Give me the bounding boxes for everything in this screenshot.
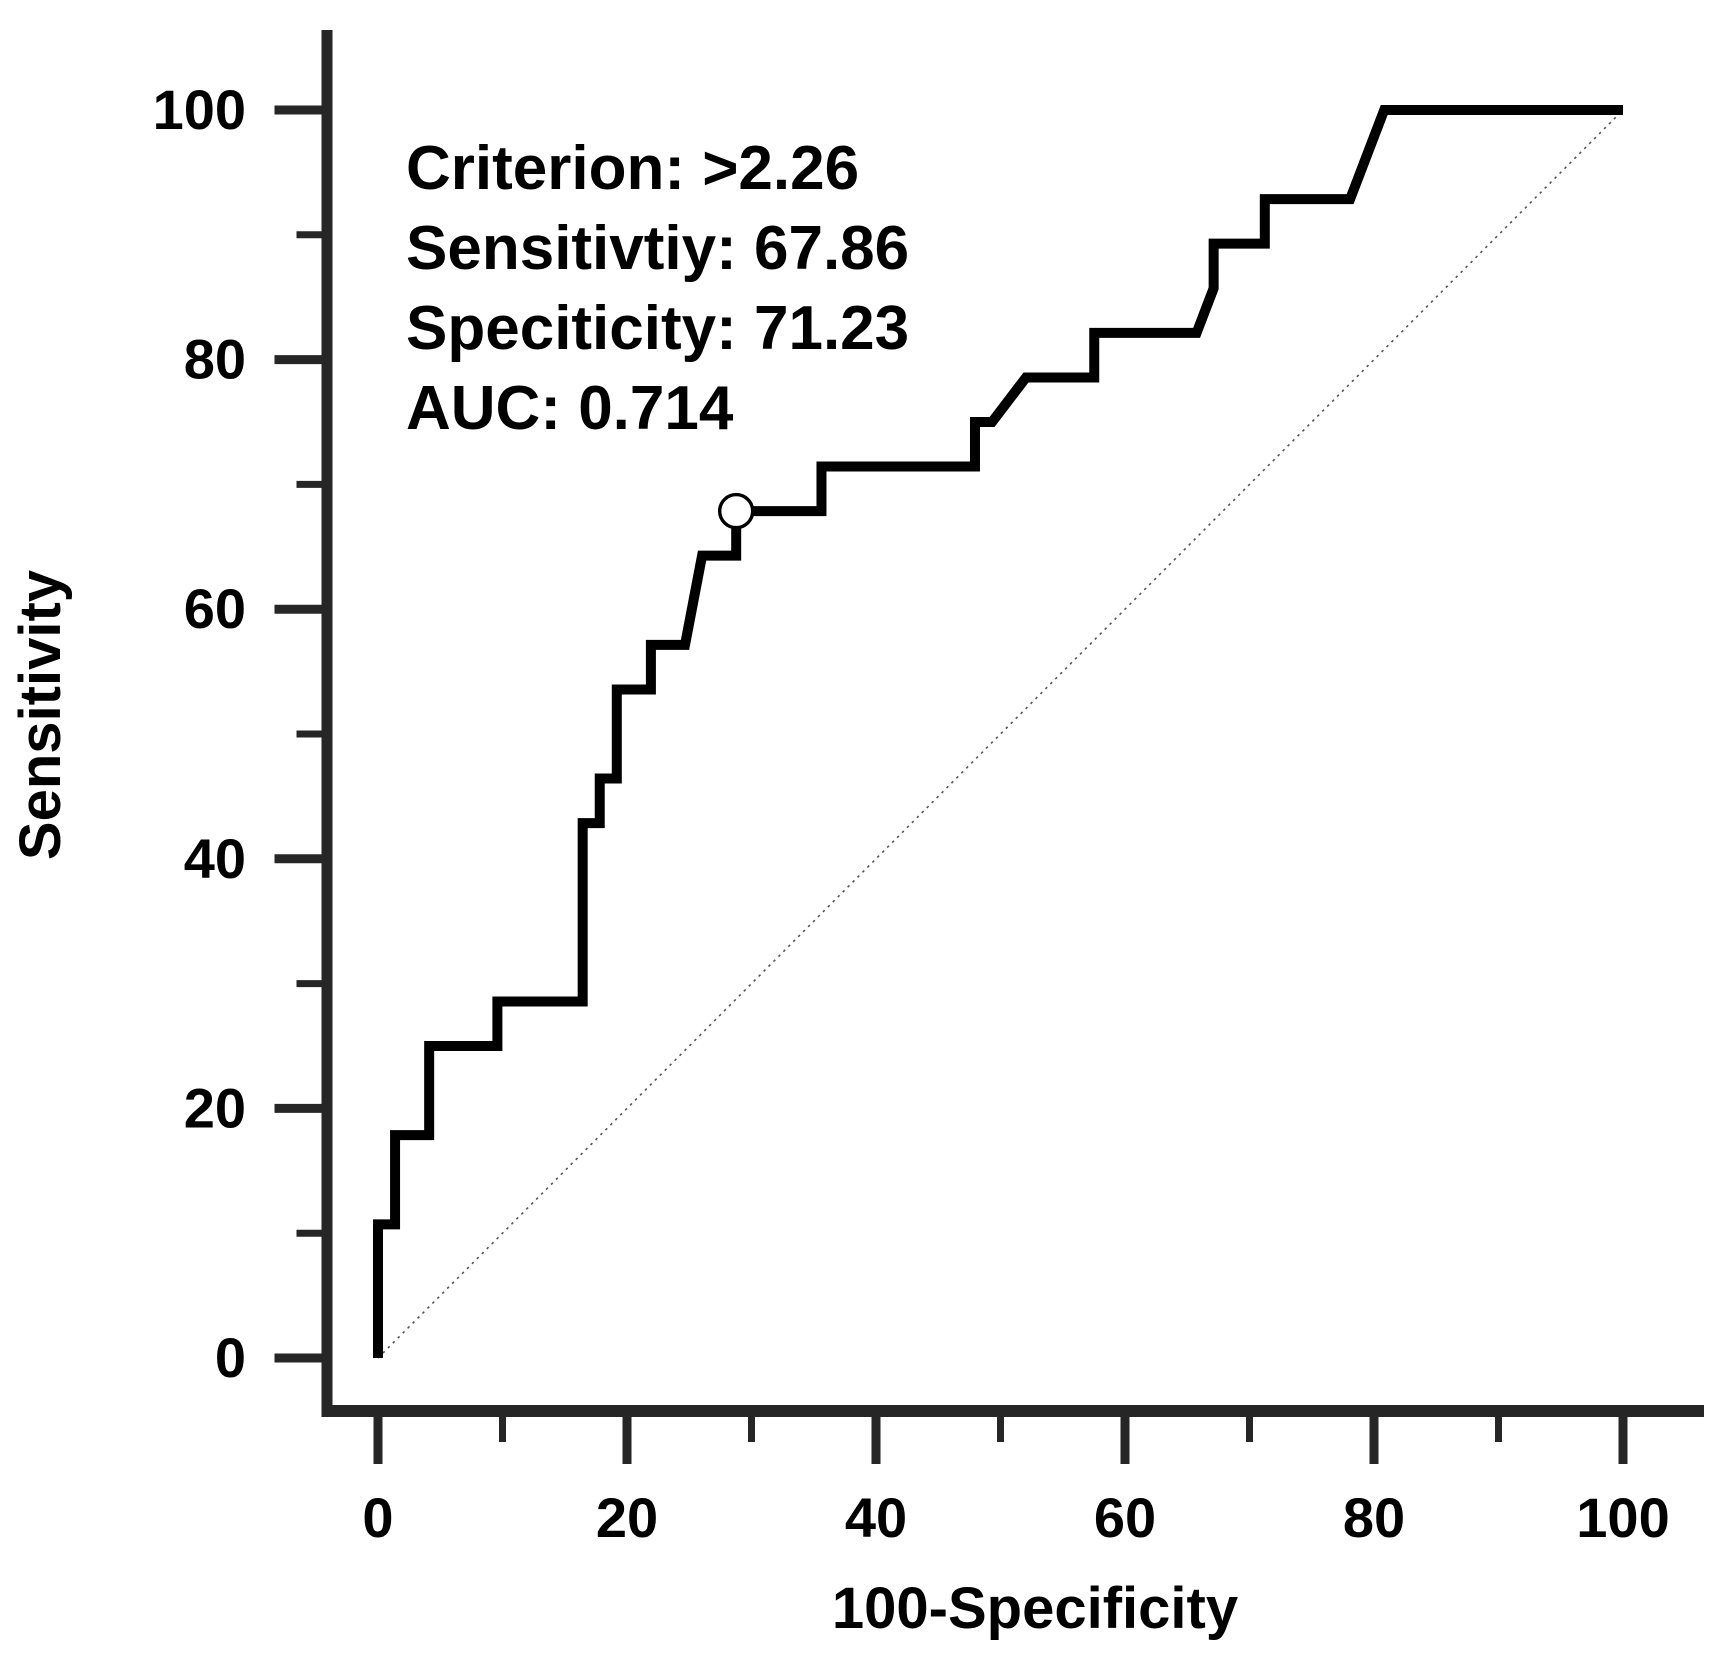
annotation-line-4: AUC: 0.714 (406, 374, 734, 443)
y-axis-title: Sensitivity (8, 570, 73, 860)
y-tick-label-0: 0 (215, 1326, 246, 1389)
y-tick-label-100: 100 (153, 78, 246, 141)
x-tick-label-20: 20 (596, 1486, 658, 1549)
x-tick-label-0: 0 (362, 1486, 393, 1549)
axes (321, 30, 1704, 1417)
annotation-line-2: Sensitivtiy: 67.86 (406, 214, 909, 283)
criterion-point-circle (717, 492, 755, 530)
y-tick-label-80: 80 (184, 328, 246, 391)
x-tick-label-100: 100 (1576, 1486, 1669, 1549)
x-tick-label-40: 40 (845, 1486, 907, 1549)
annotation-line-1: Criterion: >2.26 (406, 134, 859, 203)
roc-curve-path (373, 105, 1623, 1358)
annotation-line-3: Speciticity: 71.23 (406, 294, 909, 363)
criterion-point-marker (717, 492, 755, 530)
x-tick-label-60: 60 (1094, 1486, 1156, 1549)
x-axis-title: 100-Specificity (832, 1576, 1238, 1641)
axis-tick-labels: 0 20 40 60 80 100 0 20 40 60 80 100 (153, 78, 1670, 1549)
y-tick-label-60: 60 (184, 577, 246, 640)
annotation-block: Criterion: >2.26 Sensitivtiy: 67.86 Specit… (406, 134, 909, 443)
y-tick-label-20: 20 (184, 1076, 246, 1139)
axis-ticks (274, 105, 1628, 1464)
x-tick-label-80: 80 (1343, 1486, 1405, 1549)
roc-curve-line (373, 105, 1623, 1358)
y-tick-label-40: 40 (184, 827, 246, 890)
